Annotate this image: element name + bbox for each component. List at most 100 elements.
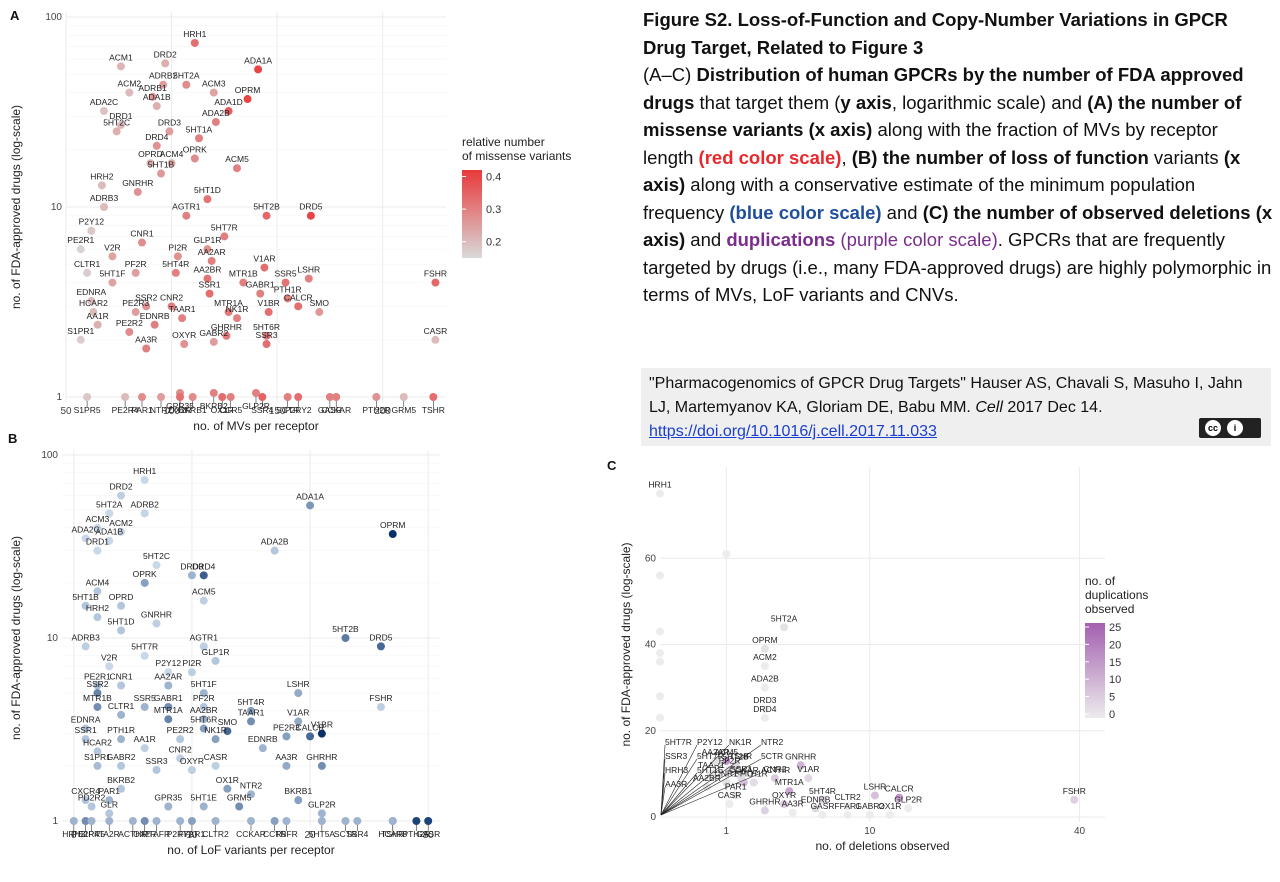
- data-point: [317, 809, 326, 818]
- data-point: [247, 817, 255, 825]
- data-point: [760, 662, 769, 671]
- data-point: [97, 181, 106, 190]
- data-point: [306, 501, 315, 510]
- point-label: MTR1A: [214, 298, 243, 308]
- data-point: [222, 331, 231, 340]
- caption-body: (A–C) Distribution of human GPCRs by the…: [643, 61, 1273, 309]
- data-point: [656, 657, 664, 666]
- extra-point-label: CCKAR: [729, 765, 759, 775]
- y-tick-label: 10: [51, 202, 63, 213]
- data-point: [282, 817, 291, 825]
- point-label: V2R: [104, 242, 121, 252]
- point-label: PTH1R: [107, 725, 135, 735]
- point-label: S1PR5: [74, 405, 101, 415]
- data-point: [760, 644, 769, 653]
- data-point: [176, 393, 184, 401]
- data-point: [341, 634, 350, 642]
- data-point: [117, 710, 126, 719]
- data-point: [199, 715, 208, 724]
- data-point: [105, 809, 114, 818]
- data-point: [117, 681, 126, 690]
- point-label: LSHR: [287, 679, 310, 689]
- data-point: [282, 761, 291, 770]
- chart-c-svg: 1 10 40 0 20 40 60 HRH1 5HT2A OPRM ACM2 ADA2B DRD3DR…: [607, 458, 1148, 853]
- caption-purple: (purple color scale): [835, 229, 998, 250]
- point-label: CASR: [424, 326, 448, 336]
- legend-tick-label: 15: [1109, 657, 1121, 669]
- caption-p4: along with the fraction of MVs by recept…: [643, 119, 1218, 168]
- doi-link[interactable]: https://doi.org/10.1016/j.cell.2017.11.0…: [649, 423, 937, 440]
- point-label: MTR1B: [229, 269, 258, 279]
- data-point: [165, 127, 174, 136]
- point-label: SSR5: [134, 693, 156, 703]
- point-label: GPR35: [154, 793, 182, 803]
- extra-point-label: TSHR: [729, 751, 752, 761]
- x-tick-label: 200: [374, 406, 391, 417]
- point-label: DRD1: [109, 111, 132, 121]
- data-point: [788, 808, 797, 817]
- point-label: DRD5: [369, 632, 392, 642]
- point-label: CNR1: [130, 229, 153, 239]
- data-point: [760, 683, 769, 692]
- data-point: [376, 702, 385, 711]
- legend-tick-label: 0.3: [486, 204, 501, 216]
- data-point: [770, 774, 779, 783]
- data-point: [252, 388, 260, 397]
- x-tick-label: 0: [71, 830, 77, 841]
- data-point: [164, 668, 173, 677]
- data-point: [749, 778, 758, 787]
- point-label: GHRHR: [211, 322, 242, 332]
- data-point: [93, 587, 102, 596]
- data-point: [93, 689, 102, 698]
- point-label: MTR1A: [154, 705, 183, 715]
- point-label: BKRB2: [200, 401, 228, 411]
- point-label: AA1R: [134, 734, 156, 744]
- data-point: [199, 689, 208, 698]
- data-point: [167, 302, 176, 311]
- figure-caption: Figure S2. Loss-of-Function and Copy-Num…: [643, 6, 1273, 309]
- legend-title: of missense variants: [462, 149, 571, 163]
- data-point: [247, 706, 255, 715]
- point-label: ADRB2: [149, 71, 178, 81]
- point-label: HRH1: [133, 466, 156, 476]
- data-point: [865, 810, 874, 819]
- point-label: ADRB3: [71, 632, 100, 642]
- data-point: [412, 817, 421, 825]
- point-label: PAR1: [98, 786, 120, 796]
- point-label: 5HT7R: [211, 222, 238, 232]
- data-point: [81, 642, 90, 651]
- point-label: GABR1: [154, 693, 183, 703]
- point-label: 5HT4R: [162, 259, 189, 269]
- point-label: ADRB3: [90, 193, 119, 203]
- data-point: [258, 744, 267, 753]
- data-point: [281, 278, 290, 287]
- data-point: [146, 159, 155, 168]
- data-point: [117, 527, 126, 536]
- point-label: ACM5: [225, 154, 249, 164]
- data-point: [159, 80, 168, 89]
- data-point: [353, 817, 362, 825]
- point-label: ADRB2: [131, 499, 160, 509]
- data-point: [157, 393, 165, 401]
- data-point: [116, 121, 125, 130]
- data-point: [203, 274, 212, 283]
- point-label: ADA1B: [95, 527, 123, 537]
- cc-icon: cc: [1205, 420, 1221, 436]
- data-point: [164, 715, 173, 724]
- point-label: OXYR: [772, 790, 796, 800]
- cc-by-badge: cc i: [1199, 418, 1261, 438]
- point-label: CALCR: [284, 292, 313, 302]
- point-label: CLTR1: [74, 259, 101, 269]
- data-point: [270, 546, 279, 555]
- point-label: SSR1: [730, 764, 752, 774]
- data-point: [256, 289, 265, 298]
- point-label: PTH1R: [740, 769, 768, 779]
- point-label: SSR1: [75, 725, 97, 735]
- legend-tick-label: 0.2: [486, 237, 501, 249]
- panel-b: 0 10 20 30 1 10 100 HRH1 DRD2 5HT2A ADRB2 ADA1A OPRM…: [0, 425, 450, 882]
- data-point: [270, 817, 279, 825]
- point-label: 5HT2C: [143, 551, 170, 561]
- x-tick-label: 10: [186, 830, 198, 841]
- legend-colorbar: [462, 170, 482, 258]
- point-label: 5HT4R: [238, 697, 265, 707]
